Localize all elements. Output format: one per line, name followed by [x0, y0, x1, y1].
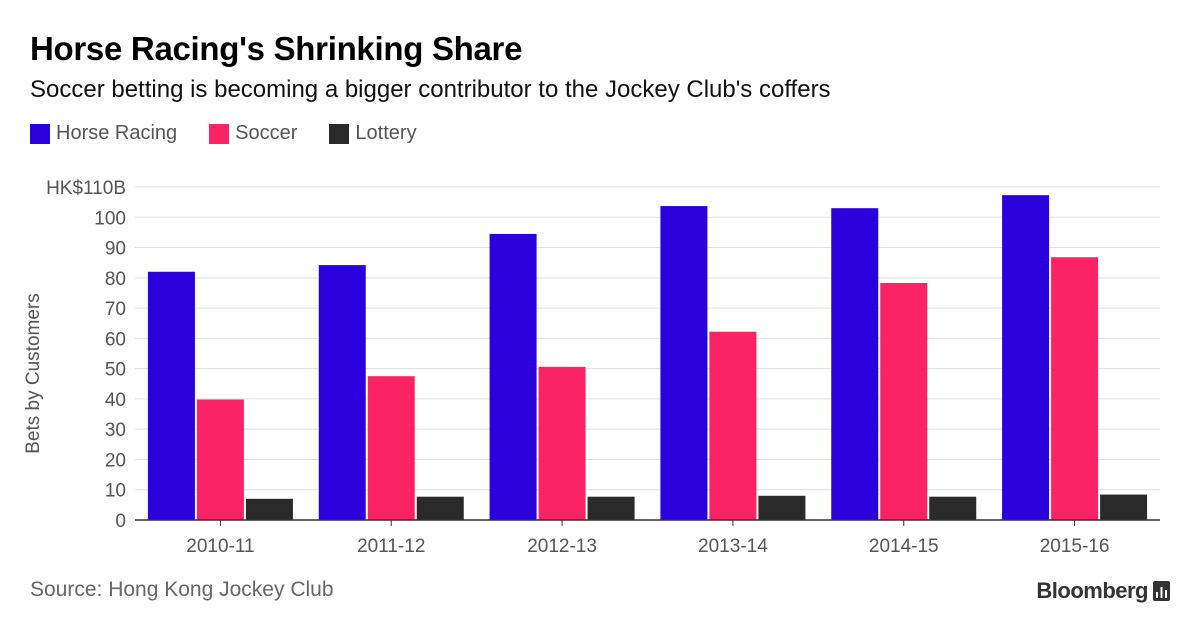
bar-soccer: [367, 376, 415, 520]
bar-horse-racing: [660, 206, 708, 520]
x-tick-label: 2015-16: [1040, 536, 1110, 557]
legend-swatch-horse-racing: [30, 123, 50, 144]
y-tick-label: 90: [105, 239, 126, 260]
source-note: Source: Hong Kong Jockey Club: [30, 578, 334, 601]
legend-label-lottery: Lottery: [355, 122, 417, 144]
bar-horse-racing: [1002, 195, 1050, 520]
legend-item-lottery: Lottery: [329, 122, 417, 145]
legend-label-soccer: Soccer: [235, 122, 298, 144]
bar-soccer: [709, 331, 757, 520]
bar-soccer: [196, 399, 244, 520]
y-tick-label: 80: [105, 269, 126, 290]
legend-swatch-soccer: [209, 123, 230, 144]
legend-item-soccer: Soccer: [209, 122, 297, 145]
x-tick-label: 2011-12: [357, 536, 425, 557]
y-tick-label: 20: [105, 450, 126, 471]
bloomberg-logo-icon: [1153, 581, 1170, 601]
legend-label-horse-racing: Horse Racing: [56, 122, 178, 144]
bar-lottery: [1100, 494, 1148, 520]
x-tick-label: 2010-11: [186, 536, 254, 557]
bar-soccer: [1051, 257, 1099, 520]
bar-horse-racing: [489, 233, 537, 520]
y-tick-label: 60: [105, 329, 126, 350]
x-tick-label: 2013-14: [698, 536, 768, 557]
chart-title: Horse Racing's Shrinking Share: [30, 30, 523, 67]
bar-lottery: [245, 498, 293, 520]
bar-soccer: [880, 282, 928, 520]
bar-lottery: [758, 495, 806, 520]
brand-logo: Bloomberg: [1036, 578, 1170, 604]
y-tick-label: 0: [115, 511, 126, 532]
bar-lottery: [416, 496, 464, 520]
brand-name: Bloomberg: [1036, 578, 1148, 603]
bar-lottery: [929, 496, 977, 520]
bar-lottery: [587, 496, 635, 520]
x-tick-label: 2014-15: [869, 536, 939, 557]
legend-item-horse-racing: Horse Racing: [30, 122, 177, 145]
y-axis-title: Bets by Customers: [23, 293, 44, 454]
y-tick-label: HK$110B: [46, 178, 126, 199]
bar-horse-racing: [318, 265, 366, 520]
y-tick-label: 30: [105, 420, 126, 441]
y-tick-label: 70: [105, 299, 126, 320]
legend-swatch-lottery: [329, 123, 350, 144]
chart-subtitle: Soccer betting is becoming a bigger cont…: [30, 76, 831, 103]
bar-horse-racing: [831, 208, 879, 520]
y-tick-label: 40: [105, 390, 126, 411]
bar-horse-racing: [147, 271, 195, 520]
x-tick-label: 2012-13: [527, 536, 597, 557]
bar-soccer: [538, 366, 586, 520]
legend: Horse Racing Soccer Lottery: [30, 122, 449, 145]
y-tick-label: 10: [105, 481, 126, 502]
y-tick-label: 100: [94, 208, 126, 229]
y-tick-label: 50: [105, 360, 126, 381]
